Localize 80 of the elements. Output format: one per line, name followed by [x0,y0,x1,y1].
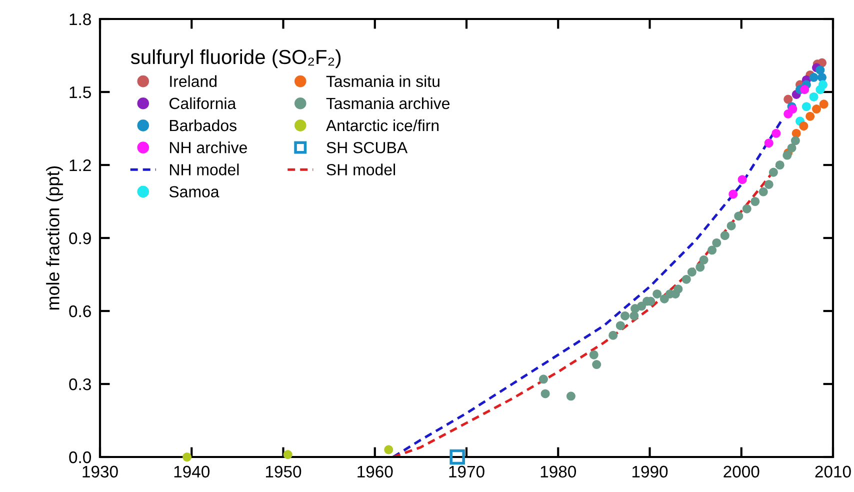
point [764,138,774,148]
point [720,231,730,240]
legend-label: SH model [326,164,395,176]
point [812,104,822,114]
point [758,187,768,196]
point [726,221,736,230]
point [687,268,696,277]
y-axis-title: mole fraction (ppt) [46,166,63,310]
point [540,389,550,398]
y-tick-label: 1.5 [70,86,91,98]
point [538,374,548,384]
point [566,392,576,401]
point [809,72,818,82]
legend-label: Tasmania in situ [326,75,440,88]
point [182,452,192,462]
point [738,175,747,184]
point [802,102,811,112]
point [788,104,798,114]
point [784,94,793,104]
x-tick-label: 1940 [174,466,210,478]
point [818,80,828,90]
point [699,255,708,264]
point [816,66,825,75]
point [817,72,827,82]
legend-label: Tasmania archive [326,97,450,110]
point [384,445,394,454]
point [616,321,625,330]
legend-label: Samoa [169,186,220,198]
legend-title: sulfuryl fluoride (SO₂F₂) [130,49,341,68]
point [806,112,815,121]
point [819,100,828,109]
x-tick-label: 2010 [815,466,851,478]
point [800,85,810,94]
point [652,289,662,298]
point [764,180,774,189]
x-tick-label: 1970 [449,466,484,478]
legend-label: Antarctic ice/firn [326,119,439,132]
legend-label: Barbados [170,119,236,132]
y-tick-label: 0.6 [69,305,91,318]
legend-label: NH model [170,164,239,176]
x-tick-label: 1960 [358,466,393,478]
point [775,160,784,170]
point [283,450,292,460]
point [799,122,808,131]
x-tick-label: 1990 [632,466,668,478]
point [608,330,618,340]
point [450,449,465,465]
y-tick-label: 0.3 [69,378,91,390]
point [750,196,760,206]
point [768,168,778,177]
legend-label: NH archive [170,142,247,154]
point [620,311,630,320]
x-tick-label: 1980 [540,466,576,478]
y-tick-label: 1.2 [70,159,91,172]
x-tick-label: 1950 [266,466,302,478]
point [728,190,738,199]
point [782,150,792,160]
point [708,246,717,255]
legend-label: SH SCUBA [326,142,408,154]
point [696,262,705,272]
x-tick-label: 1930 [82,466,118,478]
y-tick-label: 1.8 [70,13,91,26]
point [742,204,752,214]
point [772,128,781,138]
point [592,360,602,370]
y-tick-label: 0.0 [69,451,92,464]
point [674,284,683,294]
y-tick-label: 0.9 [69,232,91,244]
x-tick-label: 2000 [724,466,760,478]
point [734,212,744,221]
point [809,92,818,102]
legend-label: Ireland [170,75,216,88]
point [660,294,669,304]
point [682,274,691,284]
point [790,136,800,146]
legend-label: California [169,97,236,110]
point [787,143,796,152]
point [589,350,598,360]
point [712,238,722,248]
point [636,302,646,311]
